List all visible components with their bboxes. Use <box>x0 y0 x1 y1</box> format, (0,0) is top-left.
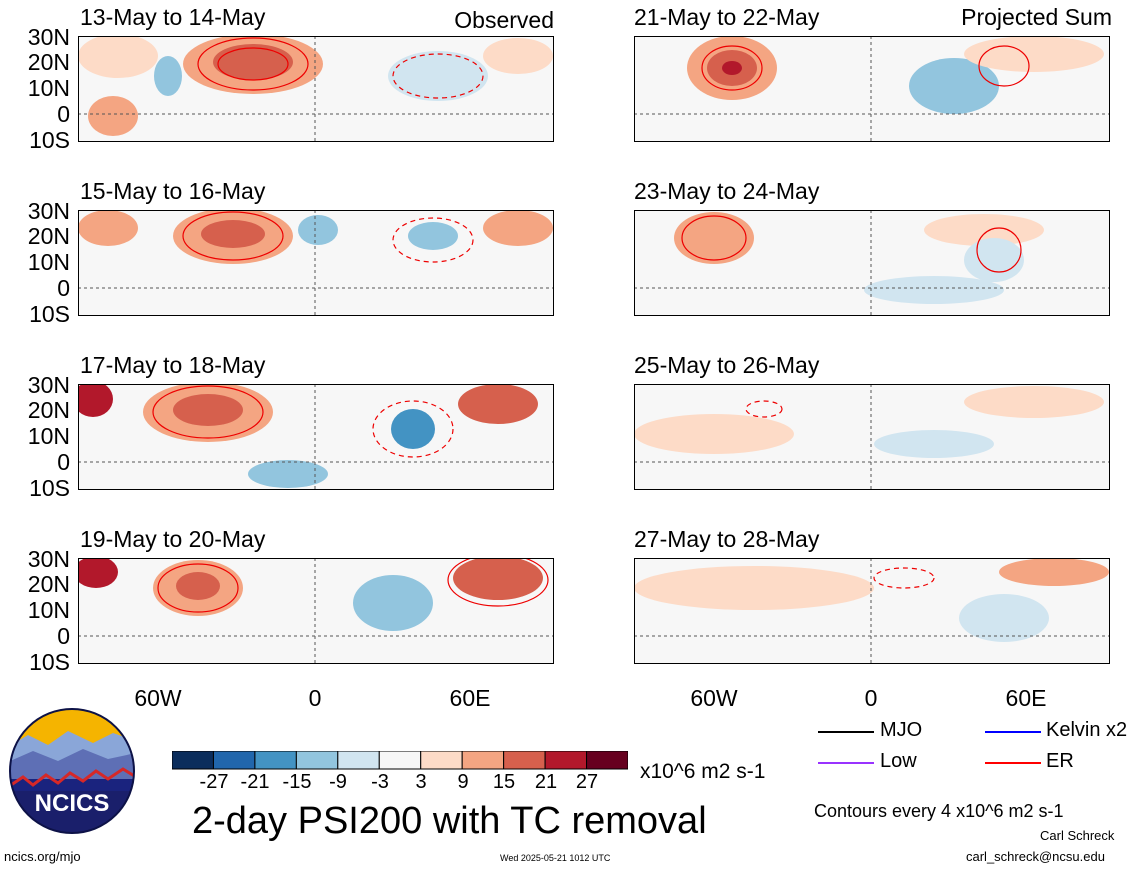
colorbar-label: -9 <box>329 771 347 793</box>
colorbar-swatch <box>544 750 588 770</box>
colorbar-swatch <box>212 750 256 770</box>
lat-label: 30N <box>27 546 70 572</box>
lat-label: 10S <box>29 649 70 675</box>
logo-text: NCICS <box>35 790 110 817</box>
legend-label-mjo: MJO <box>880 719 923 741</box>
map-panel-left-3 <box>78 384 554 490</box>
lat-label: 10S <box>29 475 70 501</box>
map-panel-right-3 <box>634 384 1110 490</box>
legend-line-er <box>985 762 1041 764</box>
lat-label: 30N <box>27 198 70 224</box>
colorbar-swatch <box>337 750 380 770</box>
legend-line-low <box>818 762 874 764</box>
lat-label: 10N <box>27 75 70 101</box>
panel-title-right-2: 23-May to 24-May <box>634 178 820 204</box>
lat-label: 0 <box>57 101 70 127</box>
colorbar-swatch <box>171 750 214 770</box>
ncics-logo: NCICS <box>9 708 135 834</box>
lat-label: 10N <box>27 423 70 449</box>
timestamp: Wed 2025-05-21 1012 UTC <box>500 853 611 863</box>
colorbar-label: -15 <box>282 771 312 793</box>
map-panel-right-2 <box>634 210 1110 316</box>
map-panel-right-1 <box>634 36 1110 142</box>
colorbar-swatch <box>254 750 297 770</box>
lon-label-left: 60W <box>134 685 182 711</box>
main-title: 2-day PSI200 with TC removal <box>192 800 707 842</box>
panel-title-right-1: 21-May to 22-May <box>634 4 820 30</box>
colorbar-swatches <box>171 750 629 770</box>
contour-note: Contours every 4 x10^6 m2 s-1 <box>814 801 1064 821</box>
colorbar-unit: x10^6 m2 s-1 <box>640 760 766 783</box>
map-panel-left-2 <box>78 210 554 316</box>
legend-label-kelvin: Kelvin x2 <box>1046 719 1128 741</box>
lat-label: 0 <box>57 275 70 301</box>
panel-title-left-4: 19-May to 20-May <box>80 526 266 552</box>
lat-label: 10N <box>27 249 70 275</box>
panel-title-right-3: 25-May to 26-May <box>634 352 820 378</box>
map-panel-left-1 <box>78 36 554 142</box>
lon-label-right: 60E <box>1005 685 1047 711</box>
lat-label: 20N <box>27 223 70 249</box>
colorbar-swatch <box>378 750 422 770</box>
author: Carl Schreck <box>1040 828 1115 843</box>
lat-label: 10N <box>27 597 70 623</box>
colorbar-label: -27 <box>199 771 229 793</box>
panel-title-left-1: 13-May to 14-May <box>80 4 266 30</box>
url-link[interactable]: ncics.org/mjo <box>4 849 81 864</box>
colorbar-swatch <box>295 750 339 770</box>
colorbar-label: 15 <box>492 771 516 793</box>
panel-title-right-4: 27-May to 28-May <box>634 526 820 552</box>
legend-line-kelvin <box>985 731 1041 733</box>
lat-label: 20N <box>27 571 70 597</box>
panel-title-left-3: 17-May to 18-May <box>80 352 266 378</box>
colorbar-swatch <box>503 750 546 770</box>
map-panel-left-4 <box>78 558 554 664</box>
lat-label: 30N <box>27 372 70 398</box>
legend-label-er: ER <box>1046 750 1074 772</box>
colorbar-label: 3 <box>415 771 427 793</box>
lat-label: 20N <box>27 49 70 75</box>
lon-label-left: 0 <box>308 685 322 711</box>
lon-label-right: 0 <box>864 685 878 711</box>
colorbar-swatch <box>420 750 463 770</box>
lon-label-right: 60W <box>690 685 738 711</box>
lat-label: 0 <box>57 623 70 649</box>
colorbar <box>171 750 629 776</box>
colorbar-swatch <box>461 750 505 770</box>
legend-line-mjo <box>818 731 874 733</box>
colorbar-label: 9 <box>457 771 469 793</box>
observed-label: Observed <box>454 7 554 33</box>
email[interactable]: carl_schreck@ncsu.edu <box>966 849 1105 864</box>
projected-sum-label: Projected Sum <box>961 4 1112 30</box>
colorbar-label: 21 <box>534 771 558 793</box>
panel-title-left-2: 15-May to 16-May <box>80 178 266 204</box>
lat-label: 0 <box>57 449 70 475</box>
lat-label: 10S <box>29 127 70 153</box>
legend-label-low: Low <box>880 750 917 772</box>
colorbar-swatch <box>586 750 629 770</box>
colorbar-label: -3 <box>371 771 389 793</box>
colorbar-label: 27 <box>575 771 599 793</box>
colorbar-label: -21 <box>240 771 270 793</box>
lat-label: 20N <box>27 397 70 423</box>
map-panel-right-4 <box>634 558 1110 664</box>
lon-label-left: 60E <box>449 685 491 711</box>
lat-label: 10S <box>29 301 70 327</box>
lat-label: 30N <box>27 24 70 50</box>
